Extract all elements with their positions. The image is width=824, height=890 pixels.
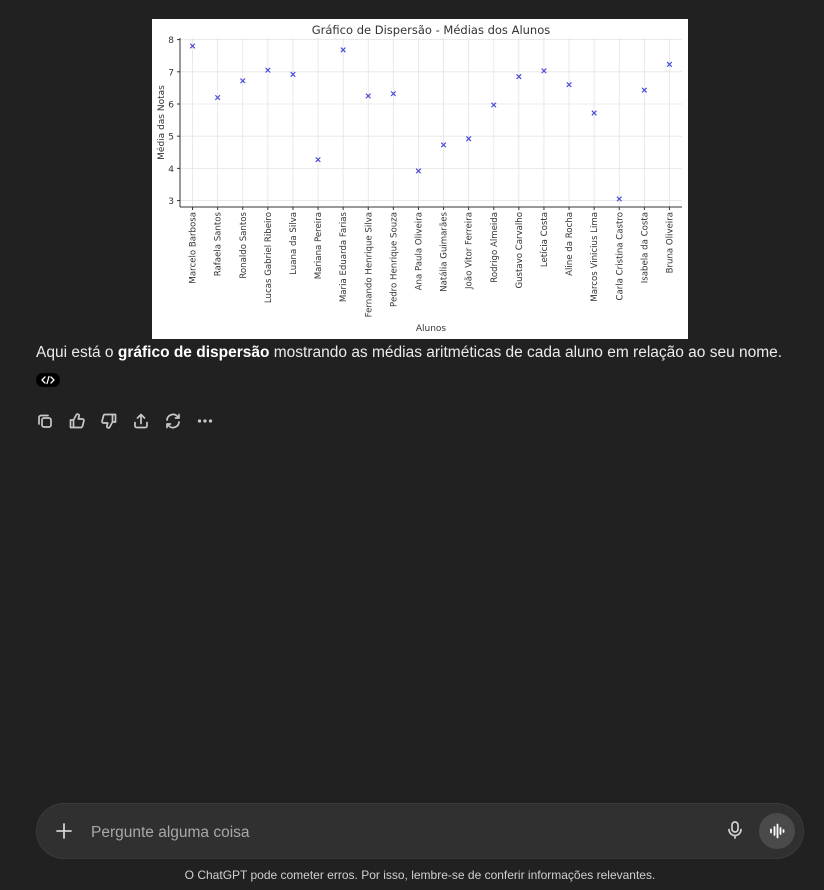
data-point <box>290 71 296 78</box>
share-button[interactable] <box>132 410 150 432</box>
data-point <box>189 43 196 49</box>
x-tick-label: Rafaela Santos <box>214 211 224 276</box>
message-actions <box>36 410 214 432</box>
x-axis-label: Alunos <box>416 324 447 334</box>
message-bold: gráfico de dispersão <box>117 344 270 361</box>
more-icon <box>197 419 213 423</box>
data-point <box>214 94 221 101</box>
data-point <box>265 67 271 73</box>
view-code-button[interactable] <box>36 373 60 387</box>
composer <box>36 803 804 859</box>
x-tick-label: Gustavo Carvalho <box>515 212 525 289</box>
thumbs-down-button[interactable] <box>100 410 118 432</box>
microphone-icon <box>728 821 742 839</box>
x-tick-label: Letícia Costa <box>540 212 550 267</box>
disclaimer: O ChatGPT pode cometer erros. Por isso, … <box>184 868 656 882</box>
data-point <box>566 81 572 88</box>
attach-button[interactable] <box>53 820 75 842</box>
assistant-message: Aqui está o gráfico de dispersão mostran… <box>36 343 806 363</box>
thumbs-down-icon <box>101 413 117 429</box>
copy-icon <box>38 414 52 428</box>
data-point <box>315 156 321 163</box>
x-tick-label: Aline da Rocha <box>565 212 575 276</box>
data-point <box>641 87 648 93</box>
data-point <box>465 136 472 142</box>
x-tick-label: Marcos Vinicius Lima <box>590 212 600 302</box>
x-tick-label: Lucas Gabriel Ribeiro <box>264 212 274 303</box>
chart-title: Gráfico de Dispersão - Médias dos Alunos <box>312 23 551 37</box>
y-tick-label: 7 <box>168 68 174 78</box>
message-prefix: Aqui está o <box>36 344 118 361</box>
x-tick-label: Ronaldo Santos <box>239 211 249 278</box>
scatter-chart: 3 4 5 6 7 8 Marcelo Barbosa Rafaela Santos Ronal… <box>156 23 682 334</box>
x-tick-label: Ana Paula Oliveira <box>414 212 424 290</box>
x-tick-label: Isabela da Costa <box>640 212 650 283</box>
data-point <box>390 90 397 97</box>
y-tick-label: 4 <box>168 165 174 175</box>
data-point <box>616 196 622 202</box>
scatter-chart-image: 3 4 5 6 7 8 Marcelo Barbosa Rafaela Santos Ronal… <box>152 19 688 339</box>
more-button[interactable] <box>196 410 214 432</box>
voice-waveform-icon <box>770 823 785 839</box>
regenerate-button[interactable] <box>164 410 182 432</box>
thumbs-up-icon <box>69 413 85 429</box>
data-point <box>240 78 246 84</box>
data-point <box>516 73 522 80</box>
share-icon <box>134 413 148 429</box>
data-point <box>440 142 447 148</box>
x-tick-label: Bruna Oliveira <box>665 212 675 273</box>
y-tick-label: 5 <box>168 133 174 143</box>
data-point <box>541 68 547 74</box>
data-point <box>415 168 422 174</box>
y-tick-label: 8 <box>168 36 174 46</box>
y-axis-label: Média das Notas <box>156 85 167 160</box>
x-tick-label: Carla Cristina Castro <box>615 212 625 301</box>
x-tick-label: Maria Eduarda Farias <box>339 211 349 302</box>
prompt-input[interactable] <box>89 820 693 846</box>
x-tick-label: Rodrigo Almeida <box>490 212 500 283</box>
plus-icon <box>56 823 72 839</box>
regenerate-icon <box>166 413 180 429</box>
voice-mode-button[interactable] <box>759 813 795 849</box>
y-tick-label: 3 <box>168 197 174 207</box>
data-point <box>340 47 346 53</box>
x-tick-label: João Vitor Ferreira <box>465 212 475 290</box>
thumbs-up-button[interactable] <box>68 410 86 432</box>
data-point <box>491 102 497 108</box>
x-tick-label: Fernando Henrique Silva <box>364 212 374 317</box>
code-icon <box>41 375 55 385</box>
data-point <box>591 110 597 116</box>
x-tick-label: Marcelo Barbosa <box>189 212 199 284</box>
y-tick-label: 6 <box>168 100 174 110</box>
dictate-button[interactable] <box>725 820 747 842</box>
x-tick-label: Mariana Pereira <box>314 212 324 279</box>
data-point <box>365 93 371 99</box>
message-suffix: mostrando as médias aritméticas de cada … <box>269 344 783 361</box>
copy-button[interactable] <box>36 410 54 432</box>
x-tick-label: Natália Guimarães <box>440 211 450 291</box>
x-tick-label: Luana da Silva <box>289 212 299 275</box>
x-tick-label: Pedro Henrique Souza <box>389 212 399 307</box>
data-point <box>666 61 673 68</box>
